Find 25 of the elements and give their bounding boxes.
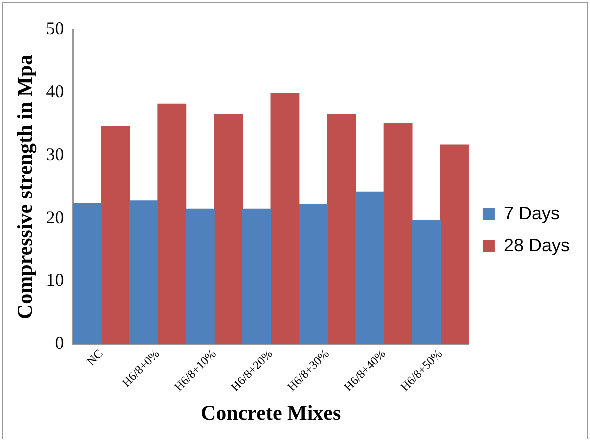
y-tick-label: 20 (46, 207, 64, 228)
y-tick-label: 10 (46, 270, 64, 290)
bar (242, 208, 272, 344)
y-tick-label: 50 (46, 18, 64, 39)
bar (384, 123, 413, 344)
bar (101, 126, 130, 344)
bar (440, 144, 469, 344)
legend-label: 28 Days (504, 235, 570, 256)
x-axis-title: Concrete Mixes (201, 400, 342, 425)
bar (73, 203, 102, 344)
bar (186, 208, 215, 344)
bar (158, 104, 187, 344)
y-axis-title: Compressive strength in Mpa (13, 54, 38, 320)
legend-label: 7 Days (504, 203, 560, 224)
bar (327, 114, 356, 344)
bar (129, 200, 158, 344)
y-tick-label: 30 (46, 144, 64, 164)
y-tick-label: 0 (55, 333, 64, 354)
x-tick-label: NC (84, 346, 106, 369)
bar (270, 93, 300, 344)
y-tick-label: 40 (46, 82, 64, 102)
bar (412, 220, 442, 344)
bar (299, 204, 328, 344)
bar (356, 192, 384, 344)
bar (214, 114, 244, 344)
